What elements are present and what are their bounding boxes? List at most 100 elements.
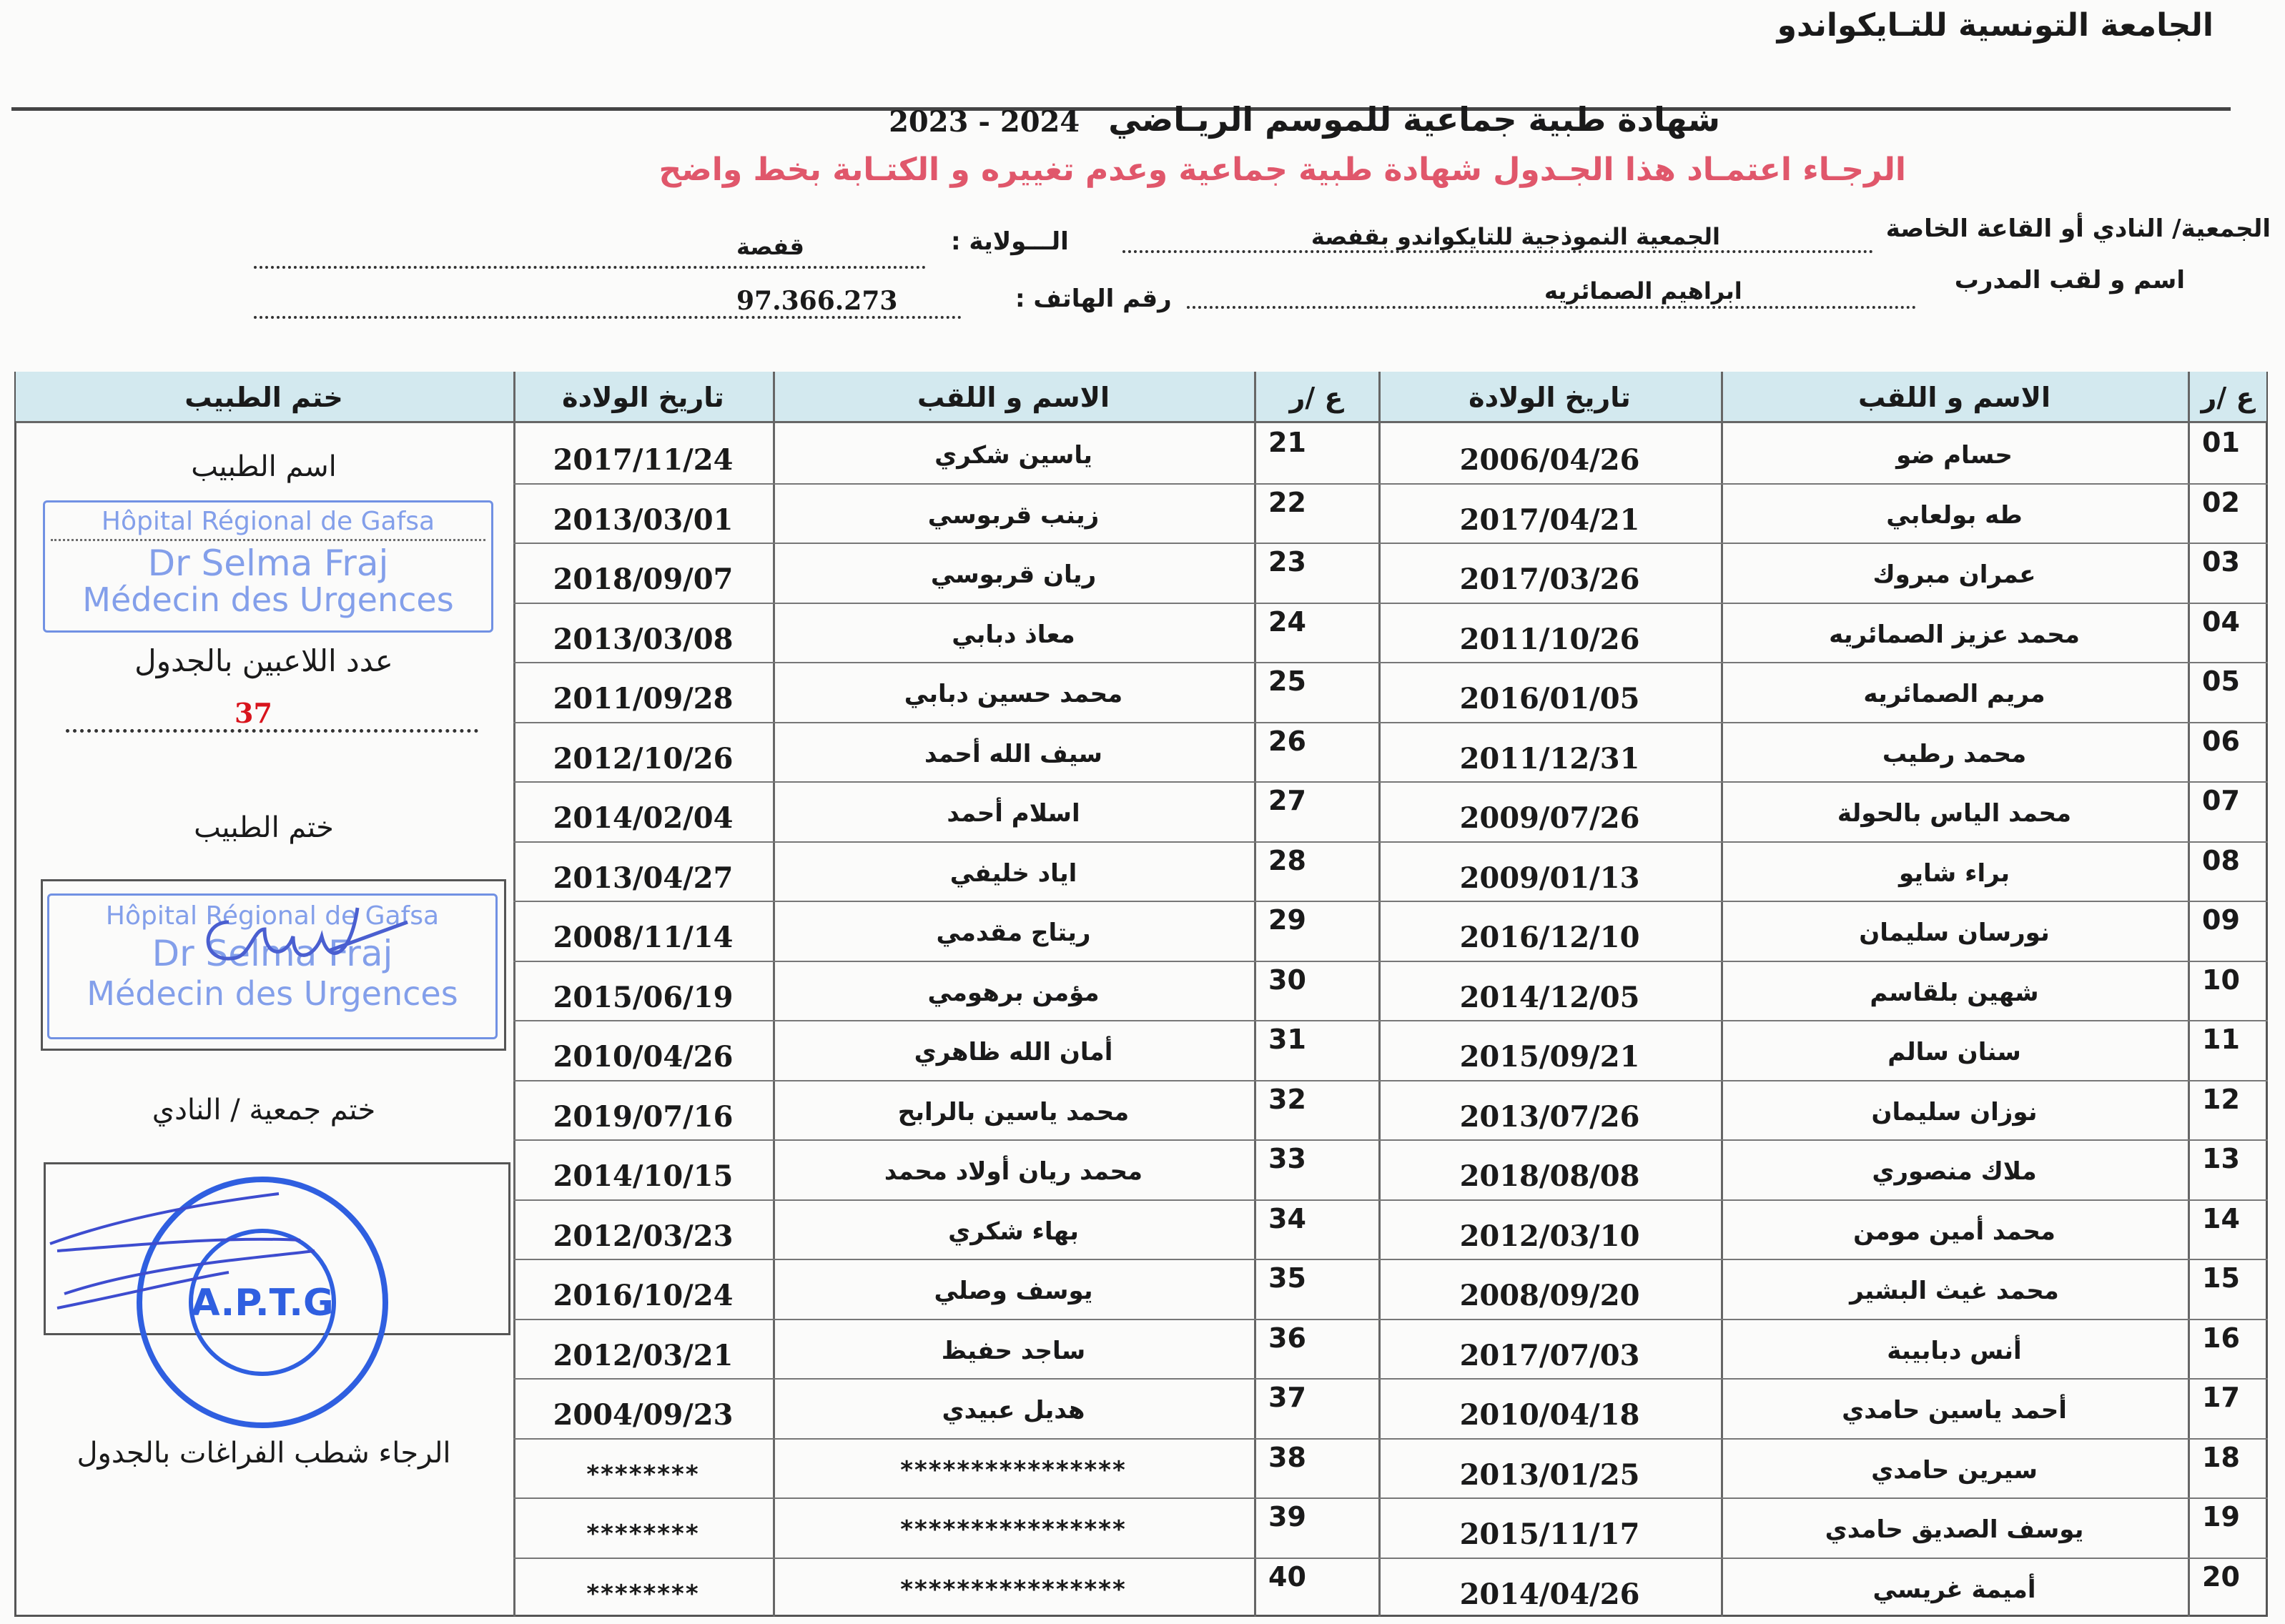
cell-birth: 2012/03/23 — [513, 1207, 773, 1267]
cell-birth: 2016/01/05 — [1378, 669, 1721, 729]
cell-name: محمد غيث البشير — [1721, 1262, 2188, 1322]
cell-num: 30 — [1254, 951, 1378, 1011]
cell-name: حسام ضو — [1721, 426, 2188, 486]
club-value[interactable]: الجمعية النموذجية للتايكواندو بقفصة — [1311, 223, 1720, 250]
header-doctor-stamp: ختم الطبيب — [14, 372, 513, 423]
cell-num: 36 — [1254, 1309, 1378, 1369]
cell-birth: 2012/03/10 — [1378, 1207, 1721, 1267]
cell-name: ياسين شكري — [773, 426, 1254, 486]
header-birth-right: تاريخ الولادة — [1378, 372, 1721, 423]
cell-num: 15 — [2188, 1249, 2268, 1309]
cell-num: 39 — [1254, 1487, 1378, 1548]
cell-birth: 2015/09/21 — [1378, 1027, 1721, 1087]
cell-name: يوسف وصلي — [773, 1262, 1254, 1322]
cell-name: مريم الصمائريه — [1721, 665, 2188, 725]
cell-birth: 2013/04/27 — [513, 848, 773, 908]
cell-name: محمد رطيب — [1721, 725, 2188, 785]
cell-num: 06 — [2188, 712, 2268, 772]
phone-label: رقم الهاتف : — [1015, 284, 1172, 313]
cell-name: محمد ريان أولاد محمد — [773, 1142, 1254, 1202]
cell-name: بهاء شكري — [773, 1202, 1254, 1262]
cell-birth: 2010/04/26 — [513, 1027, 773, 1087]
cell-birth: ******** — [513, 1565, 773, 1624]
cell-name: **************** — [773, 1441, 1254, 1501]
cell-birth: 2013/01/25 — [1378, 1445, 1721, 1505]
cell-name: معاذ دبابي — [773, 605, 1254, 665]
cell-num: 20 — [2188, 1548, 2268, 1608]
season: 2023 - 2024 — [889, 105, 1080, 139]
stamp-line-1: Hôpital Régional de Gafsa — [45, 507, 491, 536]
cell-name: هديل عبيدي — [773, 1381, 1254, 1441]
club-stamp-label: ختم جمعية / النادي — [14, 1094, 513, 1127]
doctor-stamp-label: ختم الطبيب — [14, 811, 513, 844]
cell-birth: 2011/12/31 — [1378, 729, 1721, 789]
header-name-left: الاسم و اللقب — [773, 372, 1254, 423]
stamp-line-3: Médecin des Urgences — [45, 583, 491, 617]
cell-name: طه بولعابي — [1721, 486, 2188, 546]
cell-num: 27 — [1254, 771, 1378, 831]
cell-name: محمد حسين دبابي — [773, 665, 1254, 725]
state-value[interactable]: قفصة — [736, 233, 804, 260]
doctor-name-label: اسم الطبيب — [14, 450, 513, 483]
cell-name: زينب قربوسي — [773, 486, 1254, 546]
club-seal: A.P.T.G — [43, 1172, 443, 1430]
club-seal-text: A.P.T.G — [191, 1282, 333, 1325]
cell-birth: 2015/11/17 — [1378, 1505, 1721, 1565]
cell-num: 03 — [2188, 533, 2268, 593]
cell-num: 25 — [1254, 652, 1378, 712]
cell-name: عمران مبروك — [1721, 545, 2188, 605]
cell-birth: 2013/07/26 — [1378, 1087, 1721, 1147]
cell-birth: 2019/07/16 — [513, 1087, 773, 1147]
doctor-signature — [186, 879, 422, 979]
warning-note: الرجـاء اعتمـاد هذا الجـدول شهادة طبية ج… — [659, 152, 1906, 188]
cell-name: محمد الياس بالحولة — [1721, 784, 2188, 844]
cell-num: 38 — [1254, 1428, 1378, 1488]
phone-value[interactable]: 97.366.273 — [736, 286, 897, 316]
cell-num: 31 — [1254, 1010, 1378, 1070]
cell-num: 19 — [2188, 1487, 2268, 1548]
cell-birth: 2010/04/18 — [1378, 1385, 1721, 1445]
state-dots — [254, 266, 926, 269]
cell-birth: 2012/10/26 — [513, 729, 773, 789]
cell-birth: 2011/10/26 — [1378, 610, 1721, 670]
cell-name: أمان الله ظاهري — [773, 1023, 1254, 1083]
cell-birth: 2014/04/26 — [1378, 1565, 1721, 1624]
cell-birth: 2014/02/04 — [513, 788, 773, 848]
cell-birth: 2013/03/01 — [513, 490, 773, 550]
cell-birth: 2008/11/14 — [513, 908, 773, 968]
stamp-line-2: Dr Selma Fraj — [45, 544, 491, 583]
coach-value[interactable]: ابراهيم الصمائريه — [1544, 277, 1742, 304]
cell-birth: 2008/09/20 — [1378, 1266, 1721, 1326]
cell-name: محمد ياسين بالرابح — [773, 1083, 1254, 1143]
cell-birth: 2009/07/26 — [1378, 788, 1721, 848]
cell-name: مؤمن برهومي — [773, 964, 1254, 1024]
cell-birth: 2009/01/13 — [1378, 848, 1721, 908]
cell-num: 08 — [2188, 831, 2268, 891]
cell-num: 21 — [1254, 413, 1378, 473]
player-count[interactable]: 37 — [235, 697, 272, 729]
hospital-stamp: Hôpital Régional de Gafsa Dr Selma Fraj … — [43, 500, 493, 633]
player-count-dots — [66, 729, 478, 733]
cell-name: شهين بلقاسم — [1721, 964, 2188, 1024]
cell-name: سيف الله أحمد — [773, 725, 1254, 785]
cell-birth: 2014/10/15 — [513, 1147, 773, 1207]
cell-name: براء شايو — [1721, 844, 2188, 904]
cell-name: محمد عزيز الصمائريه — [1721, 605, 2188, 665]
organization-name: الجامعة التونسية للتـايكواندو — [1777, 7, 2214, 44]
cell-name: ريان قربوسي — [773, 545, 1254, 605]
cell-num: 22 — [1254, 473, 1378, 533]
cell-birth: 2017/07/03 — [1378, 1326, 1721, 1386]
cell-birth: 2006/04/26 — [1378, 430, 1721, 490]
cell-birth: ******** — [513, 1505, 773, 1565]
cell-num: 26 — [1254, 712, 1378, 772]
cell-birth: 2017/11/24 — [513, 430, 773, 490]
cell-name: ريتاج مقدمي — [773, 903, 1254, 964]
club-label: الجمعية/ النادي أو القاعة الخاصة — [1886, 214, 2271, 243]
cell-birth: 2018/09/07 — [513, 550, 773, 610]
club-dots — [1122, 250, 1873, 253]
cell-num: 24 — [1254, 593, 1378, 653]
cell-birth: 2018/08/08 — [1378, 1147, 1721, 1207]
footer-note: الرجاء شطب الفراغات بالجدول — [14, 1437, 513, 1470]
cell-num: 09 — [2188, 891, 2268, 951]
cell-num: 37 — [1254, 1368, 1378, 1428]
